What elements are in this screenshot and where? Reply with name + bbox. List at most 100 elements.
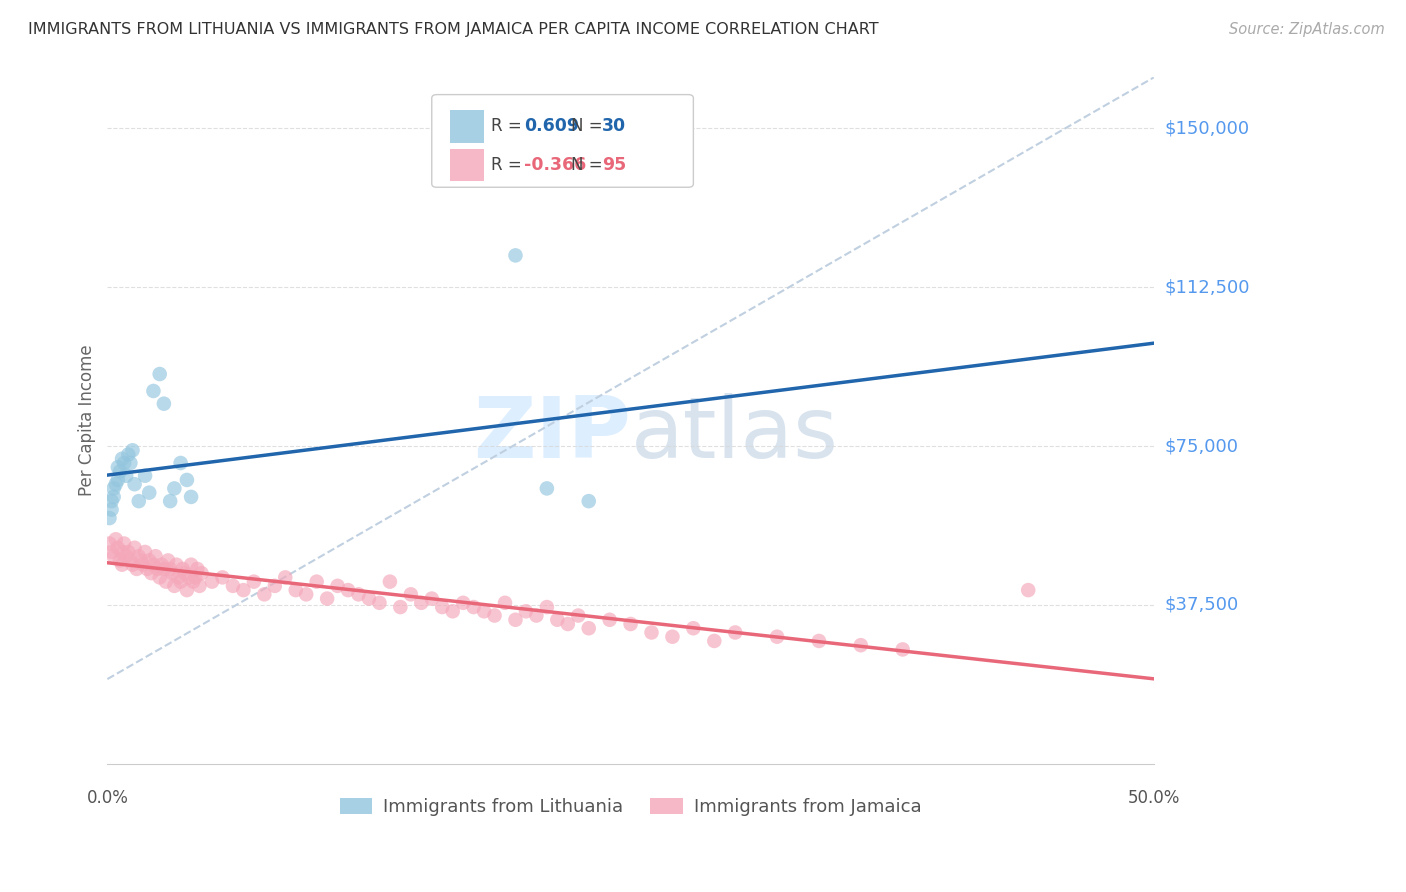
Point [274, 570, 297, 584]
Text: R =: R = [492, 118, 527, 136]
Text: N =: N = [571, 118, 607, 136]
Point [188, 579, 211, 593]
Point [494, 596, 516, 610]
Point [176, 583, 198, 598]
Point [173, 566, 195, 581]
Point [420, 591, 443, 606]
Point [536, 600, 558, 615]
Point [263, 579, 285, 593]
Point [128, 549, 150, 564]
Point [134, 468, 156, 483]
Point [120, 456, 142, 470]
Point [108, 553, 131, 567]
Point [515, 604, 537, 618]
Point [378, 574, 401, 589]
Point [536, 482, 558, 496]
Point [120, 553, 142, 567]
Point [411, 596, 433, 610]
Point [177, 570, 200, 584]
Point [326, 579, 349, 593]
Point [108, 465, 131, 479]
Point [153, 397, 176, 411]
Point [132, 558, 155, 572]
Point [472, 604, 495, 618]
Point [176, 473, 198, 487]
Text: N =: N = [571, 156, 607, 174]
Point [546, 613, 568, 627]
Point [117, 448, 139, 462]
Point [181, 574, 204, 589]
Text: ZIP: ZIP [472, 392, 630, 475]
Bar [450, 149, 484, 181]
Point [186, 562, 208, 576]
Point [112, 456, 135, 470]
Point [103, 490, 125, 504]
Point [640, 625, 662, 640]
Point [849, 638, 872, 652]
Point [155, 574, 177, 589]
Text: 30: 30 [602, 118, 627, 136]
Point [117, 545, 139, 559]
Point [526, 608, 548, 623]
Point [157, 553, 180, 567]
Point [142, 384, 165, 398]
Point [172, 562, 194, 576]
Point [103, 549, 125, 564]
Text: R =: R = [492, 156, 527, 174]
Point [104, 477, 127, 491]
Point [211, 570, 233, 584]
Point [146, 562, 169, 576]
Point [432, 600, 454, 615]
Point [136, 562, 159, 576]
Point [149, 570, 172, 584]
Point [891, 642, 914, 657]
Point [201, 574, 224, 589]
Point [107, 473, 129, 487]
Point [190, 566, 212, 581]
Point [138, 485, 160, 500]
Point [389, 600, 412, 615]
Point [180, 558, 202, 572]
Text: atlas: atlas [630, 392, 838, 475]
Point [253, 587, 276, 601]
FancyBboxPatch shape [432, 95, 693, 187]
Point [134, 545, 156, 559]
Point [159, 494, 181, 508]
Point [599, 613, 621, 627]
Point [505, 613, 527, 627]
Point [619, 617, 641, 632]
Point [150, 558, 173, 572]
Point [703, 634, 725, 648]
Point [98, 511, 121, 525]
Point [103, 482, 125, 496]
Point [121, 558, 143, 572]
Point [159, 562, 181, 576]
Point [111, 545, 134, 559]
Text: 50.0%: 50.0% [1128, 789, 1180, 807]
Point [128, 494, 150, 508]
Point [115, 468, 138, 483]
Point [567, 608, 589, 623]
Point [184, 570, 207, 584]
Point [243, 574, 266, 589]
Point [163, 482, 186, 496]
Point [284, 583, 307, 598]
Point [125, 562, 148, 576]
Point [145, 549, 167, 564]
Point [463, 600, 485, 615]
Text: $112,500: $112,500 [1166, 278, 1250, 296]
Point [163, 579, 186, 593]
Point [578, 494, 600, 508]
Point [347, 587, 370, 601]
Point [107, 460, 129, 475]
Text: Source: ZipAtlas.com: Source: ZipAtlas.com [1229, 22, 1385, 37]
Point [305, 574, 328, 589]
Point [124, 541, 146, 555]
Bar [450, 110, 484, 143]
Point [505, 248, 527, 262]
Point [578, 621, 600, 635]
Point [222, 579, 245, 593]
Point [682, 621, 704, 635]
Point [169, 456, 191, 470]
Point [316, 591, 339, 606]
